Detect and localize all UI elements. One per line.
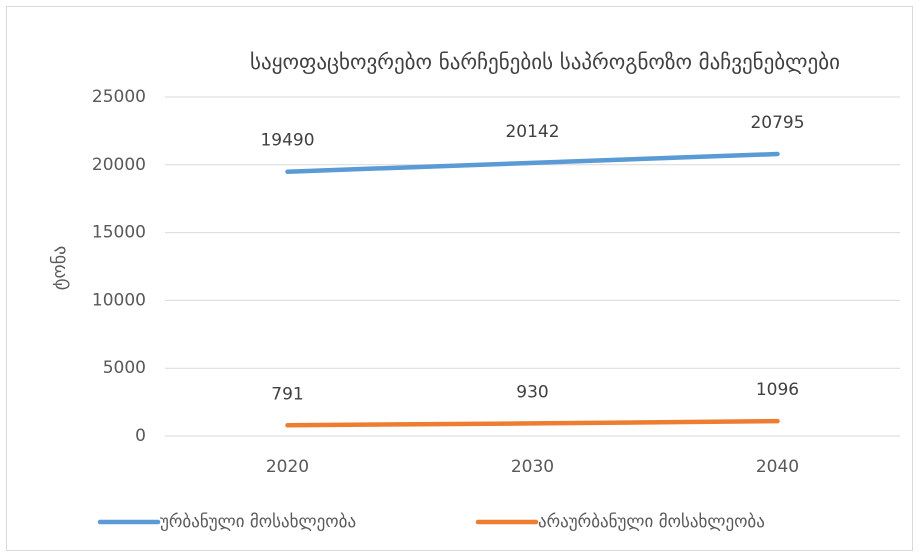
data-label: 20795 bbox=[750, 113, 804, 133]
chart-title: საყოფაცხოვრებო ნარჩენების საპროგნოზო მაჩ… bbox=[250, 50, 840, 74]
x-tick-label: 2020 bbox=[266, 457, 309, 477]
y-tick-label: 0 bbox=[135, 426, 146, 446]
y-tick-label: 25000 bbox=[92, 87, 146, 107]
x-tick-label: 2030 bbox=[511, 457, 554, 477]
data-label: 930 bbox=[516, 382, 548, 402]
data-label: 791 bbox=[271, 384, 303, 404]
series-line bbox=[285, 151, 780, 174]
data-label: 19490 bbox=[260, 131, 314, 151]
legend-label: ურბანული მოსახლეობა bbox=[160, 512, 356, 532]
data-label: 20142 bbox=[505, 122, 559, 142]
y-tick-label: 15000 bbox=[92, 223, 146, 243]
legend-label: არაურბანული მოსახლეობა bbox=[538, 512, 765, 532]
series-line bbox=[285, 418, 780, 428]
y-tick-label: 20000 bbox=[92, 155, 146, 175]
y-axis-label: ტონა bbox=[49, 246, 70, 290]
y-tick-label: 5000 bbox=[103, 358, 146, 378]
x-tick-label: 2040 bbox=[756, 457, 799, 477]
data-label: 1096 bbox=[756, 380, 799, 400]
y-tick-label: 10000 bbox=[92, 290, 146, 310]
